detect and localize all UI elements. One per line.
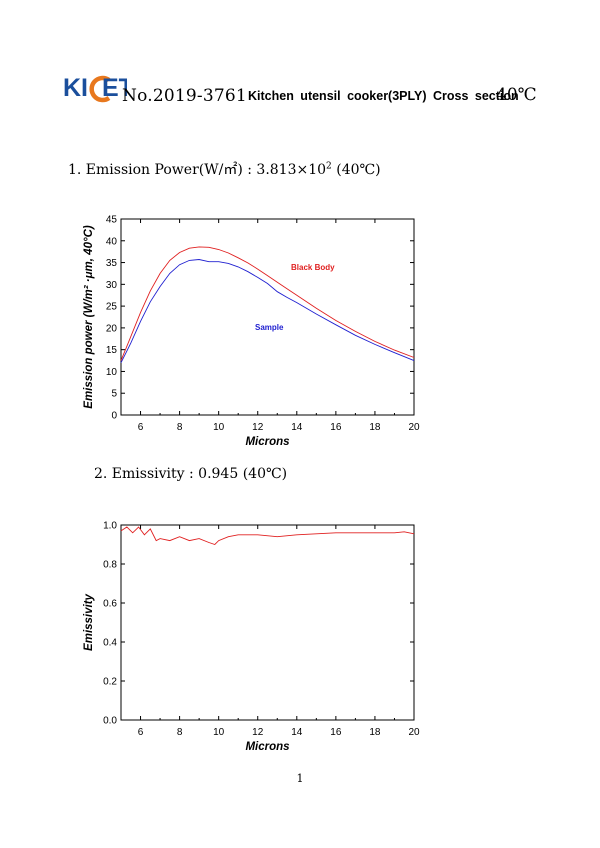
- x-tick-label: 20: [408, 727, 420, 738]
- y-tick-label: 30: [106, 280, 118, 291]
- series-line-1: [120, 526, 415, 546]
- document-temperature: 40℃: [496, 85, 537, 105]
- section-1-label: 1. Emission Power(W/㎡) : 3.813×10: [68, 162, 327, 178]
- y-tick-label: 1.0: [103, 521, 117, 532]
- logo-text-ki: KI: [63, 74, 88, 102]
- y-tick-label: 15: [106, 345, 118, 356]
- x-tick-label: 12: [252, 422, 264, 433]
- chart-1: 6 8 10 12 14 16 18 20 0 5 10 15 20 25 30 35 40 45 Microns E…: [83, 215, 420, 449]
- y-tick-label: 10: [106, 367, 118, 378]
- y-tick-label: 0.4: [103, 638, 117, 649]
- y-tick-label: 0.2: [103, 677, 117, 688]
- y-tick-label: 0.0: [103, 716, 117, 727]
- y-tick-label: 0: [111, 411, 117, 422]
- y-tick-label: 40: [106, 236, 118, 247]
- y-tick-label: 20: [106, 323, 118, 334]
- x-axis-label: Microns: [245, 741, 289, 753]
- plot-frame: [120, 524, 415, 721]
- document-number: No.2019-3761: [122, 86, 247, 106]
- x-tick-label: 14: [291, 727, 303, 738]
- x-tick-label: 6: [138, 422, 144, 433]
- x-tick-label: 18: [369, 727, 381, 738]
- section-1-suffix: (40℃): [331, 162, 381, 178]
- y-axis-label: Emission power (W/m² ·μm, 40°C): [83, 225, 95, 409]
- section-1-exponent: 2: [326, 161, 332, 172]
- x-tick-label: 16: [330, 422, 342, 433]
- x-tick-label: 8: [177, 422, 183, 433]
- document-title: Kitchen utensil cooker(3PLY) Cross secti…: [248, 89, 519, 103]
- y-tick-label: 0.8: [103, 560, 117, 571]
- section-2-heading: 2. Emissivity : 0.945 (40℃): [94, 466, 288, 482]
- section-1-heading: 1. Emission Power(W/㎡) : 3.813×102 (40℃): [68, 159, 381, 179]
- series-line-sample: [120, 259, 415, 363]
- x-tick-label: 12: [252, 727, 264, 738]
- plot-frame: [120, 218, 415, 416]
- page-number: 1: [296, 772, 304, 785]
- x-axis-label: Microns: [245, 436, 289, 448]
- x-tick-label: 18: [369, 422, 381, 433]
- chart-2: 6 8 10 12 14 16 18 20 0.0 0.2 0.4 0.6 0.8 1.0 Microns E…: [83, 521, 420, 754]
- x-tick-label: 6: [138, 727, 144, 738]
- y-tick-label: 45: [106, 215, 118, 226]
- series-line-black-body: [120, 246, 415, 361]
- x-tick-label: 14: [291, 422, 303, 433]
- x-tick-label: 10: [213, 727, 225, 738]
- x-tick-label: 10: [213, 422, 225, 433]
- y-tick-label: 5: [111, 389, 117, 400]
- x-tick-label: 20: [408, 422, 420, 433]
- logo-c-arc: [89, 75, 111, 103]
- y-axis-label: Emissivity: [83, 593, 95, 650]
- series-annotation: Sample: [255, 323, 284, 332]
- y-tick-label: 0.6: [103, 599, 117, 610]
- y-tick-label: 35: [106, 258, 118, 269]
- x-tick-label: 16: [330, 727, 342, 738]
- x-tick-label: 8: [177, 727, 183, 738]
- series-annotation: Black Body: [291, 263, 335, 272]
- y-tick-label: 25: [106, 302, 118, 313]
